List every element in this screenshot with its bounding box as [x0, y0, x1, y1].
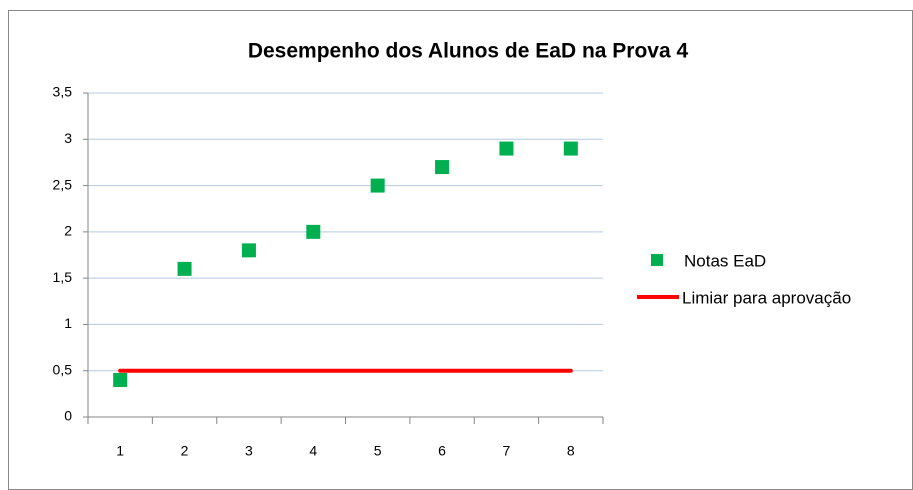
- chart-frame: [8, 10, 913, 490]
- y-tick-label: 3: [64, 130, 72, 146]
- y-tick-label: 1,5: [53, 269, 73, 285]
- y-tick-label: 0,5: [53, 361, 73, 377]
- x-tick-label: 5: [374, 443, 382, 459]
- marker: [177, 261, 192, 276]
- x-tick-label: 7: [503, 443, 511, 459]
- x-tick-label: 1: [116, 443, 124, 459]
- marker: [370, 178, 385, 193]
- legend-label: Notas EaD: [684, 251, 766, 270]
- y-tick-label: 2: [64, 223, 72, 239]
- x-tick-label: 3: [245, 443, 253, 459]
- marker: [499, 141, 514, 156]
- marker: [563, 141, 578, 156]
- x-tick-label: 2: [181, 443, 189, 459]
- x-tick-label: 6: [438, 443, 446, 459]
- marker: [306, 224, 321, 239]
- legend-label: Limiar para aprovação: [682, 288, 851, 307]
- chart-title: Desempenho dos Alunos de EaD na Prova 4: [248, 40, 689, 63]
- legend-marker: [651, 254, 663, 266]
- marker: [113, 372, 128, 387]
- y-tick-label: 0: [64, 408, 72, 424]
- y-tick-label: 2,5: [53, 176, 73, 192]
- y-tick-label: 3,5: [53, 84, 73, 100]
- y-tick-label: 1: [64, 315, 72, 331]
- x-tick-label: 8: [567, 443, 575, 459]
- x-tick-label: 4: [309, 443, 317, 459]
- marker: [241, 243, 256, 258]
- marker: [435, 160, 450, 175]
